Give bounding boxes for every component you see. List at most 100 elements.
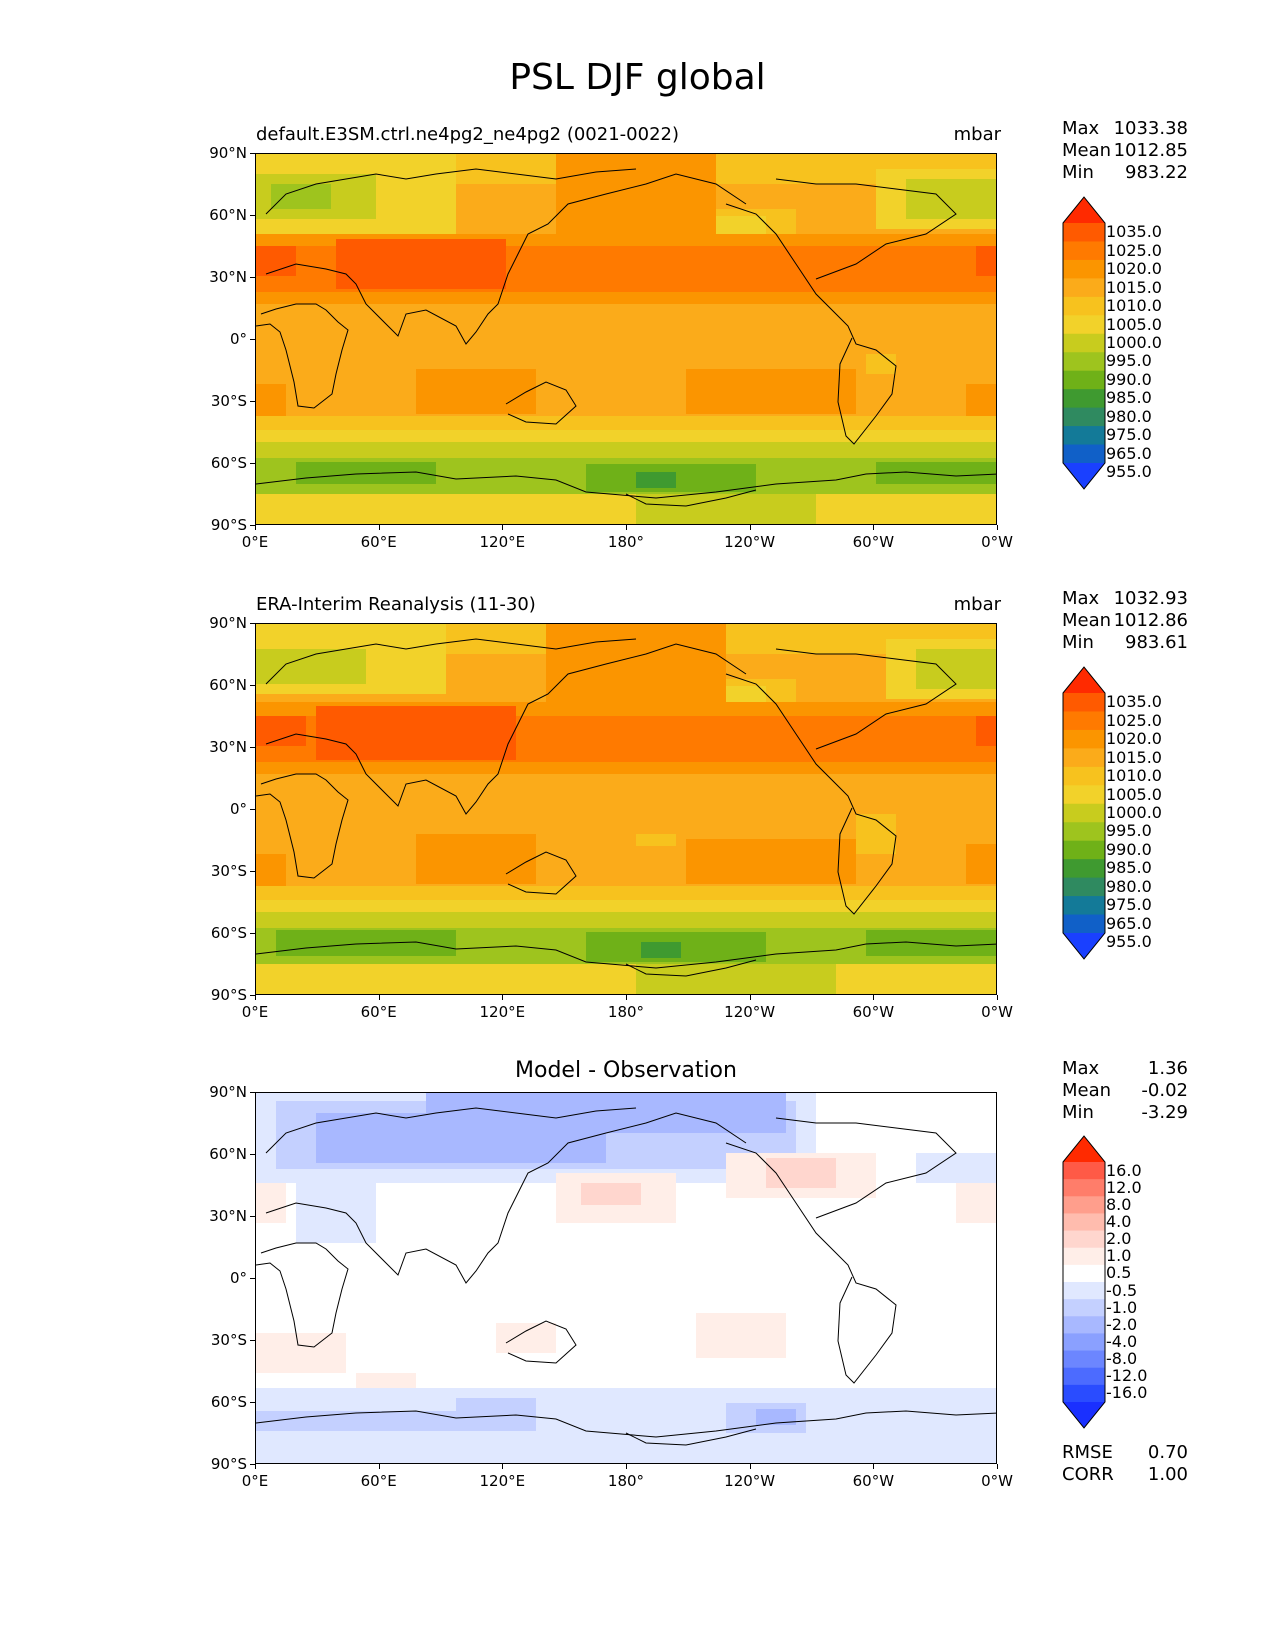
panel-1-lat-tick-label: 90°N bbox=[209, 144, 247, 162]
panel-1-lat-tick-label: 30°S bbox=[210, 392, 247, 410]
panel-1-lon-tick-label: 60°E bbox=[360, 533, 397, 551]
panel-3-corr-value: 1.00 bbox=[1147, 1464, 1188, 1485]
panel-3-colorbar-label: 12.0 bbox=[1106, 1177, 1142, 1197]
panel-2-max-label: Max bbox=[1062, 588, 1100, 609]
panel-1-lat-tick-mark bbox=[250, 277, 255, 278]
panel-1-colorbar-label: 990.0 bbox=[1106, 369, 1152, 389]
panel-2-lat-tick-label: 90°S bbox=[210, 986, 247, 1004]
panel-2-lon-tick-label: 180° bbox=[607, 1003, 645, 1021]
colorbar-segment bbox=[1063, 1350, 1105, 1369]
figure-title: PSL DJF global bbox=[509, 57, 766, 98]
colorbar-segment bbox=[1063, 223, 1105, 242]
panel-2-lat-tick-mark bbox=[250, 809, 255, 810]
panel-3-lon-tick-label: 60°E bbox=[360, 1472, 397, 1490]
colorbar-segment bbox=[1063, 333, 1105, 353]
colorbar-segment bbox=[1063, 693, 1105, 712]
panel-1-min-value: 983.22 bbox=[1125, 162, 1188, 183]
panel-3-lon-tick-label: 120°W bbox=[724, 1472, 776, 1490]
colorbar-segment bbox=[1063, 1179, 1105, 1197]
panel-2-min-value: 983.61 bbox=[1125, 632, 1188, 653]
panel-2-lon-tick-label: 0°E bbox=[241, 1003, 269, 1021]
panel-3-lat-tick-mark bbox=[250, 1216, 255, 1217]
panel-1-lat-tick-label: 60°N bbox=[209, 206, 247, 224]
panel-2-colorbar-label: 1010.0 bbox=[1106, 766, 1162, 786]
panel-1-lon-tick-mark bbox=[378, 525, 380, 530]
panel-2-colorbar-label: 1035.0 bbox=[1106, 692, 1162, 712]
panel-1-lon-tick-mark bbox=[626, 525, 627, 530]
panel-2-lat-tick-mark bbox=[250, 747, 255, 748]
panel-1-lat-tick-mark bbox=[250, 401, 255, 402]
panel-3-lat-tick-label: 60°S bbox=[210, 1393, 247, 1411]
panel-1-colorbar-label: 1025.0 bbox=[1106, 240, 1162, 260]
panel-3-lat-tick-label: 30°S bbox=[210, 1331, 247, 1349]
panel-2-lon-tick-label: 0°W bbox=[981, 1003, 1013, 1021]
panel-2-lon-tick-mark bbox=[378, 995, 380, 1000]
colorbar-segment bbox=[1063, 803, 1105, 823]
panel-2-lat-tick-mark bbox=[250, 871, 255, 872]
panel-2-colorbar-label: 1025.0 bbox=[1106, 710, 1162, 730]
panel-1-lon-tick-mark bbox=[997, 525, 998, 530]
panel-2-mean-label: Mean bbox=[1062, 610, 1112, 631]
panel-3-lon-tick-mark bbox=[873, 1464, 875, 1469]
colorbar-extend-max bbox=[1063, 197, 1105, 223]
colorbar-segment bbox=[1063, 711, 1105, 731]
panel-2-colorbar-label: 955.0 bbox=[1106, 932, 1152, 952]
panel-2-colorbar-label: 1020.0 bbox=[1106, 729, 1162, 749]
panel-2-colorbar bbox=[1062, 666, 1106, 960]
colorbar-segment bbox=[1063, 822, 1105, 842]
panel-1-max-label: Max bbox=[1062, 118, 1100, 139]
panel-3-lon-tick-mark bbox=[997, 1464, 998, 1469]
panel-1-lon-tick-label: 180° bbox=[607, 533, 645, 551]
panel-3-mean-value: -0.02 bbox=[1141, 1080, 1188, 1101]
panel-2-colorbar-label: 975.0 bbox=[1106, 895, 1152, 915]
panel-3-lon-tick-mark bbox=[626, 1464, 627, 1469]
panel-1-lon-tick-mark bbox=[502, 525, 504, 530]
panel-1-colorbar-label: 1005.0 bbox=[1106, 314, 1162, 334]
panel-2-colorbar-label: 1015.0 bbox=[1106, 747, 1162, 767]
panel-3-lon-tick-label: 180° bbox=[607, 1472, 645, 1490]
panel-1-title: default.E3SM.ctrl.ne4pg2_ne4pg2 (0021-00… bbox=[256, 124, 679, 145]
colorbar-segment bbox=[1063, 1282, 1105, 1300]
colorbar-segment bbox=[1063, 1162, 1105, 1180]
panel-1-colorbar bbox=[1062, 196, 1106, 490]
panel-1-lon-tick-label: 0°E bbox=[241, 533, 269, 551]
panel-3-lat-tick-label: 90°N bbox=[209, 1083, 247, 1101]
colorbar-segment bbox=[1063, 296, 1105, 316]
colorbar-segment bbox=[1063, 370, 1105, 390]
colorbar-segment bbox=[1063, 1384, 1105, 1403]
panel-3-lon-tick-mark bbox=[502, 1464, 504, 1469]
panel-3-map bbox=[255, 1092, 997, 1464]
panel-2-min-label: Min bbox=[1062, 632, 1094, 653]
panel-2-max-value: 1032.93 bbox=[1113, 588, 1188, 609]
panel-1-lon-tick-mark bbox=[255, 525, 256, 530]
panel-1-lat-tick-label: 60°S bbox=[210, 454, 247, 472]
panel-1-colorbar-label: 965.0 bbox=[1106, 443, 1152, 463]
panel-2-lon-tick-label: 60°W bbox=[852, 1003, 895, 1021]
panel-2-lat-tick-label: 30°N bbox=[209, 738, 247, 756]
panel-3-colorbar-label: 8.0 bbox=[1106, 1194, 1132, 1214]
panel-3-colorbar-label: -1.0 bbox=[1106, 1297, 1138, 1317]
panel-1-lon-tick-mark bbox=[873, 525, 875, 530]
colorbar-segment bbox=[1063, 914, 1105, 934]
panel-3-lon-tick-label: 0°E bbox=[241, 1472, 269, 1490]
panel-2-lon-tick-mark bbox=[749, 995, 751, 1000]
colorbar-extend-max bbox=[1063, 1136, 1105, 1162]
panel-2-colorbar-label: 1000.0 bbox=[1106, 803, 1162, 822]
panel-3-lat-tick-mark bbox=[250, 1154, 255, 1155]
panel-3-rmse-label: RMSE bbox=[1062, 1442, 1113, 1463]
panel-2-mean-value: 1012.86 bbox=[1113, 610, 1188, 631]
panel-2-lat-tick-mark bbox=[250, 933, 255, 934]
panel-2-colorbar-label: 995.0 bbox=[1106, 821, 1152, 841]
panel-3-lon-tick-label: 0°W bbox=[981, 1472, 1013, 1490]
panel-1-colorbar-label: 995.0 bbox=[1106, 351, 1152, 371]
panel-2-title: ERA-Interim Reanalysis (11-30) bbox=[256, 594, 536, 615]
panel-3-colorbar-label: -8.0 bbox=[1106, 1349, 1138, 1369]
panel-2-colorbar-label: 980.0 bbox=[1106, 876, 1152, 896]
panel-3-colorbar-label: 4.0 bbox=[1106, 1212, 1132, 1231]
panel-1-lat-tick-label: 0° bbox=[229, 330, 247, 348]
panel-1-lat-tick-mark bbox=[250, 339, 255, 340]
colorbar-segment bbox=[1063, 729, 1105, 749]
panel-2-lat-tick-label: 60°S bbox=[210, 924, 247, 942]
panel-2-lat-tick-mark bbox=[250, 995, 255, 996]
panel-2-lat-tick-label: 90°N bbox=[209, 614, 247, 632]
